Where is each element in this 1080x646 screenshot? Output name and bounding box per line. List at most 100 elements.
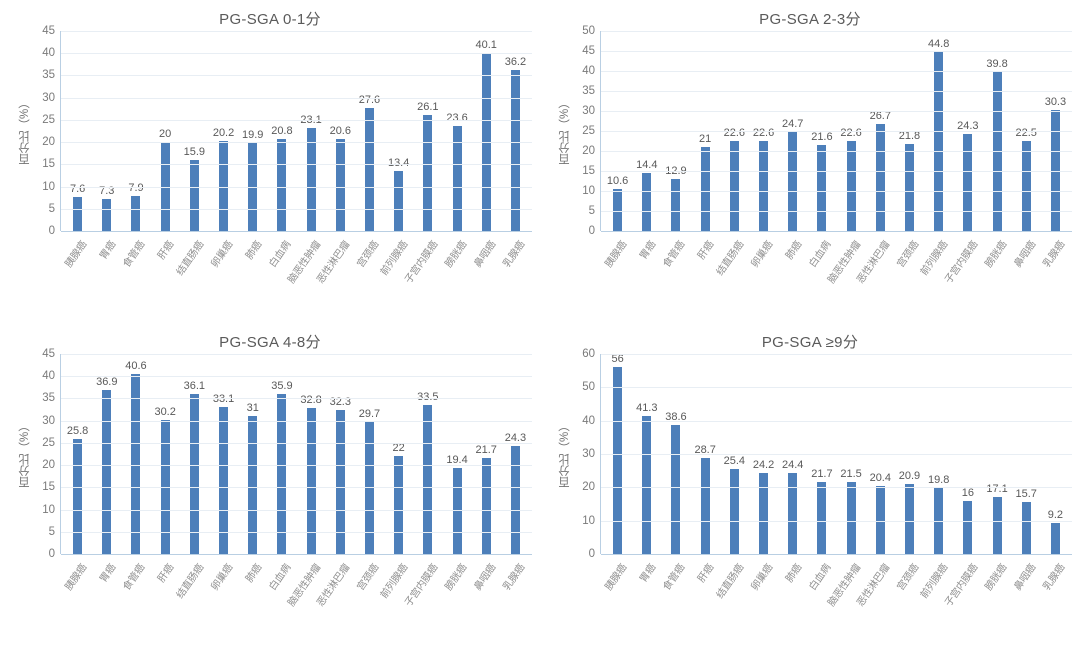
bar[interactable] (481, 52, 491, 231)
bar[interactable] (642, 173, 652, 231)
bar-slot[interactable]: 20.2 (209, 31, 238, 231)
bar-slot[interactable]: 20 (151, 31, 180, 231)
bar[interactable] (189, 160, 199, 231)
bar-slot[interactable]: 13.4 (384, 31, 413, 231)
bar[interactable] (160, 419, 170, 554)
bar-slot[interactable]: 32.8 (297, 354, 326, 554)
bar[interactable] (306, 128, 316, 231)
bar-slot[interactable]: 23.6 (442, 31, 471, 231)
bar-slot[interactable]: 40.1 (472, 31, 501, 231)
bar[interactable] (671, 179, 681, 231)
bar[interactable] (394, 456, 404, 554)
bar[interactable] (131, 373, 141, 554)
bar[interactable] (423, 115, 433, 231)
bar-slot[interactable]: 21.8 (895, 31, 924, 231)
bar-slot[interactable]: 16 (953, 354, 982, 554)
bar[interactable] (729, 469, 739, 554)
bar-slot[interactable]: 7.6 (63, 31, 92, 231)
bar[interactable] (452, 126, 462, 231)
bar-slot[interactable]: 24.4 (778, 354, 807, 554)
bar-slot[interactable]: 30.3 (1041, 31, 1070, 231)
bar[interactable] (729, 140, 739, 231)
bar[interactable] (277, 394, 287, 554)
bar-slot[interactable]: 26.7 (866, 31, 895, 231)
bar-slot[interactable]: 24.2 (749, 354, 778, 554)
bar[interactable] (904, 484, 914, 554)
bar-slot[interactable]: 22.6 (720, 31, 749, 231)
bar-slot[interactable]: 27.6 (355, 31, 384, 231)
bar[interactable] (817, 144, 827, 231)
bar-slot[interactable]: 38.6 (661, 354, 690, 554)
bar[interactable] (1050, 523, 1060, 554)
bar[interactable] (759, 140, 769, 231)
bar[interactable] (364, 108, 374, 231)
bar-slot[interactable]: 33.1 (209, 354, 238, 554)
bar[interactable] (335, 410, 345, 554)
bar-slot[interactable]: 28.7 (691, 354, 720, 554)
bar-slot[interactable]: 24.7 (778, 31, 807, 231)
bar[interactable] (963, 133, 973, 231)
bar-slot[interactable]: 36.1 (180, 354, 209, 554)
bar-slot[interactable]: 36.9 (92, 354, 121, 554)
bar[interactable] (102, 390, 112, 554)
bar-slot[interactable]: 44.8 (924, 31, 953, 231)
bar[interactable] (992, 497, 1002, 554)
bar[interactable] (788, 132, 798, 231)
bar[interactable] (219, 406, 229, 554)
bar[interactable] (1021, 141, 1031, 231)
bar-slot[interactable]: 15.9 (180, 31, 209, 231)
bar-slot[interactable]: 21.7 (472, 354, 501, 554)
bar[interactable] (700, 147, 710, 231)
bar-slot[interactable]: 25.8 (63, 354, 92, 554)
bar-slot[interactable]: 14.4 (632, 31, 661, 231)
bar-slot[interactable]: 10.6 (603, 31, 632, 231)
bar[interactable] (219, 141, 229, 231)
bar-slot[interactable]: 7.9 (121, 31, 150, 231)
bar[interactable] (846, 482, 856, 554)
bar-slot[interactable]: 35.9 (267, 354, 296, 554)
bar-slot[interactable]: 20.9 (895, 354, 924, 554)
bar-slot[interactable]: 23.1 (297, 31, 326, 231)
bar-slot[interactable]: 21 (691, 31, 720, 231)
bar[interactable] (846, 140, 856, 231)
bar[interactable] (671, 425, 681, 554)
bar[interactable] (423, 405, 433, 554)
bar-slot[interactable]: 33.5 (413, 354, 442, 554)
bar-slot[interactable]: 24.3 (501, 354, 530, 554)
bar[interactable] (875, 124, 885, 231)
bar-slot[interactable]: 24.3 (953, 31, 982, 231)
bar-slot[interactable]: 22.5 (1012, 31, 1041, 231)
bar[interactable] (102, 198, 112, 231)
bar[interactable] (73, 197, 83, 231)
bar-slot[interactable]: 21.6 (807, 31, 836, 231)
bar-slot[interactable]: 25.4 (720, 354, 749, 554)
bar[interactable] (642, 416, 652, 554)
bar-slot[interactable]: 20.4 (866, 354, 895, 554)
bar[interactable] (700, 458, 710, 554)
bar[interactable] (452, 467, 462, 554)
bar[interactable] (613, 367, 623, 554)
bar[interactable] (817, 481, 827, 554)
bar-slot[interactable]: 19.4 (442, 354, 471, 554)
bar-slot[interactable]: 30.2 (151, 354, 180, 554)
bar-slot[interactable]: 19.9 (238, 31, 267, 231)
bar[interactable] (335, 139, 345, 231)
bar-slot[interactable]: 9.2 (1041, 354, 1070, 554)
bar[interactable] (1021, 501, 1031, 554)
bar-slot[interactable]: 41.3 (632, 354, 661, 554)
bar[interactable] (613, 188, 623, 231)
bar[interactable] (759, 473, 769, 554)
bar-slot[interactable]: 21.7 (807, 354, 836, 554)
bar-slot[interactable]: 15.7 (1012, 354, 1041, 554)
bar[interactable] (1050, 109, 1060, 231)
bar[interactable] (248, 416, 258, 554)
bar-slot[interactable]: 20.6 (326, 31, 355, 231)
bar[interactable] (904, 143, 914, 231)
bar-slot[interactable]: 7.3 (92, 31, 121, 231)
bar[interactable] (510, 70, 520, 231)
bar-slot[interactable]: 29.7 (355, 354, 384, 554)
bar[interactable] (934, 51, 944, 231)
bar-slot[interactable]: 22.6 (837, 31, 866, 231)
bar[interactable] (73, 439, 83, 554)
bar-slot[interactable]: 21.5 (837, 354, 866, 554)
